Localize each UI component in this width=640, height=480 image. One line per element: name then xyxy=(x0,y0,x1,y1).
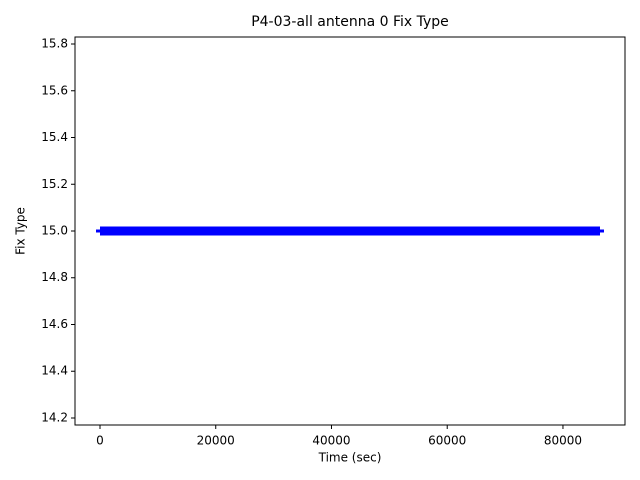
y-tick-label: 14.2 xyxy=(41,410,68,424)
y-tick-label: 14.8 xyxy=(41,270,68,284)
y-tick-label: 14.6 xyxy=(41,317,68,331)
y-tick-label: 15.2 xyxy=(41,177,68,191)
y-tick-label: 15.0 xyxy=(41,224,68,238)
y-axis-label: Fix Type xyxy=(14,207,28,255)
x-tick-label: 60000 xyxy=(428,434,466,448)
x-tick-label: 0 xyxy=(96,434,104,448)
y-tick-label: 15.6 xyxy=(41,83,68,97)
y-tick-label: 15.4 xyxy=(41,130,68,144)
chart-title: P4-03-all antenna 0 Fix Type xyxy=(251,14,449,30)
y-tick-label: 14.4 xyxy=(41,364,68,378)
x-tick-label: 20000 xyxy=(197,434,235,448)
x-axis-label: Time (sec) xyxy=(318,451,382,465)
x-tick-label: 40000 xyxy=(312,434,350,448)
y-tick-label: 15.8 xyxy=(41,37,68,51)
x-tick-label: 80000 xyxy=(544,434,582,448)
plot-frame xyxy=(74,36,626,426)
